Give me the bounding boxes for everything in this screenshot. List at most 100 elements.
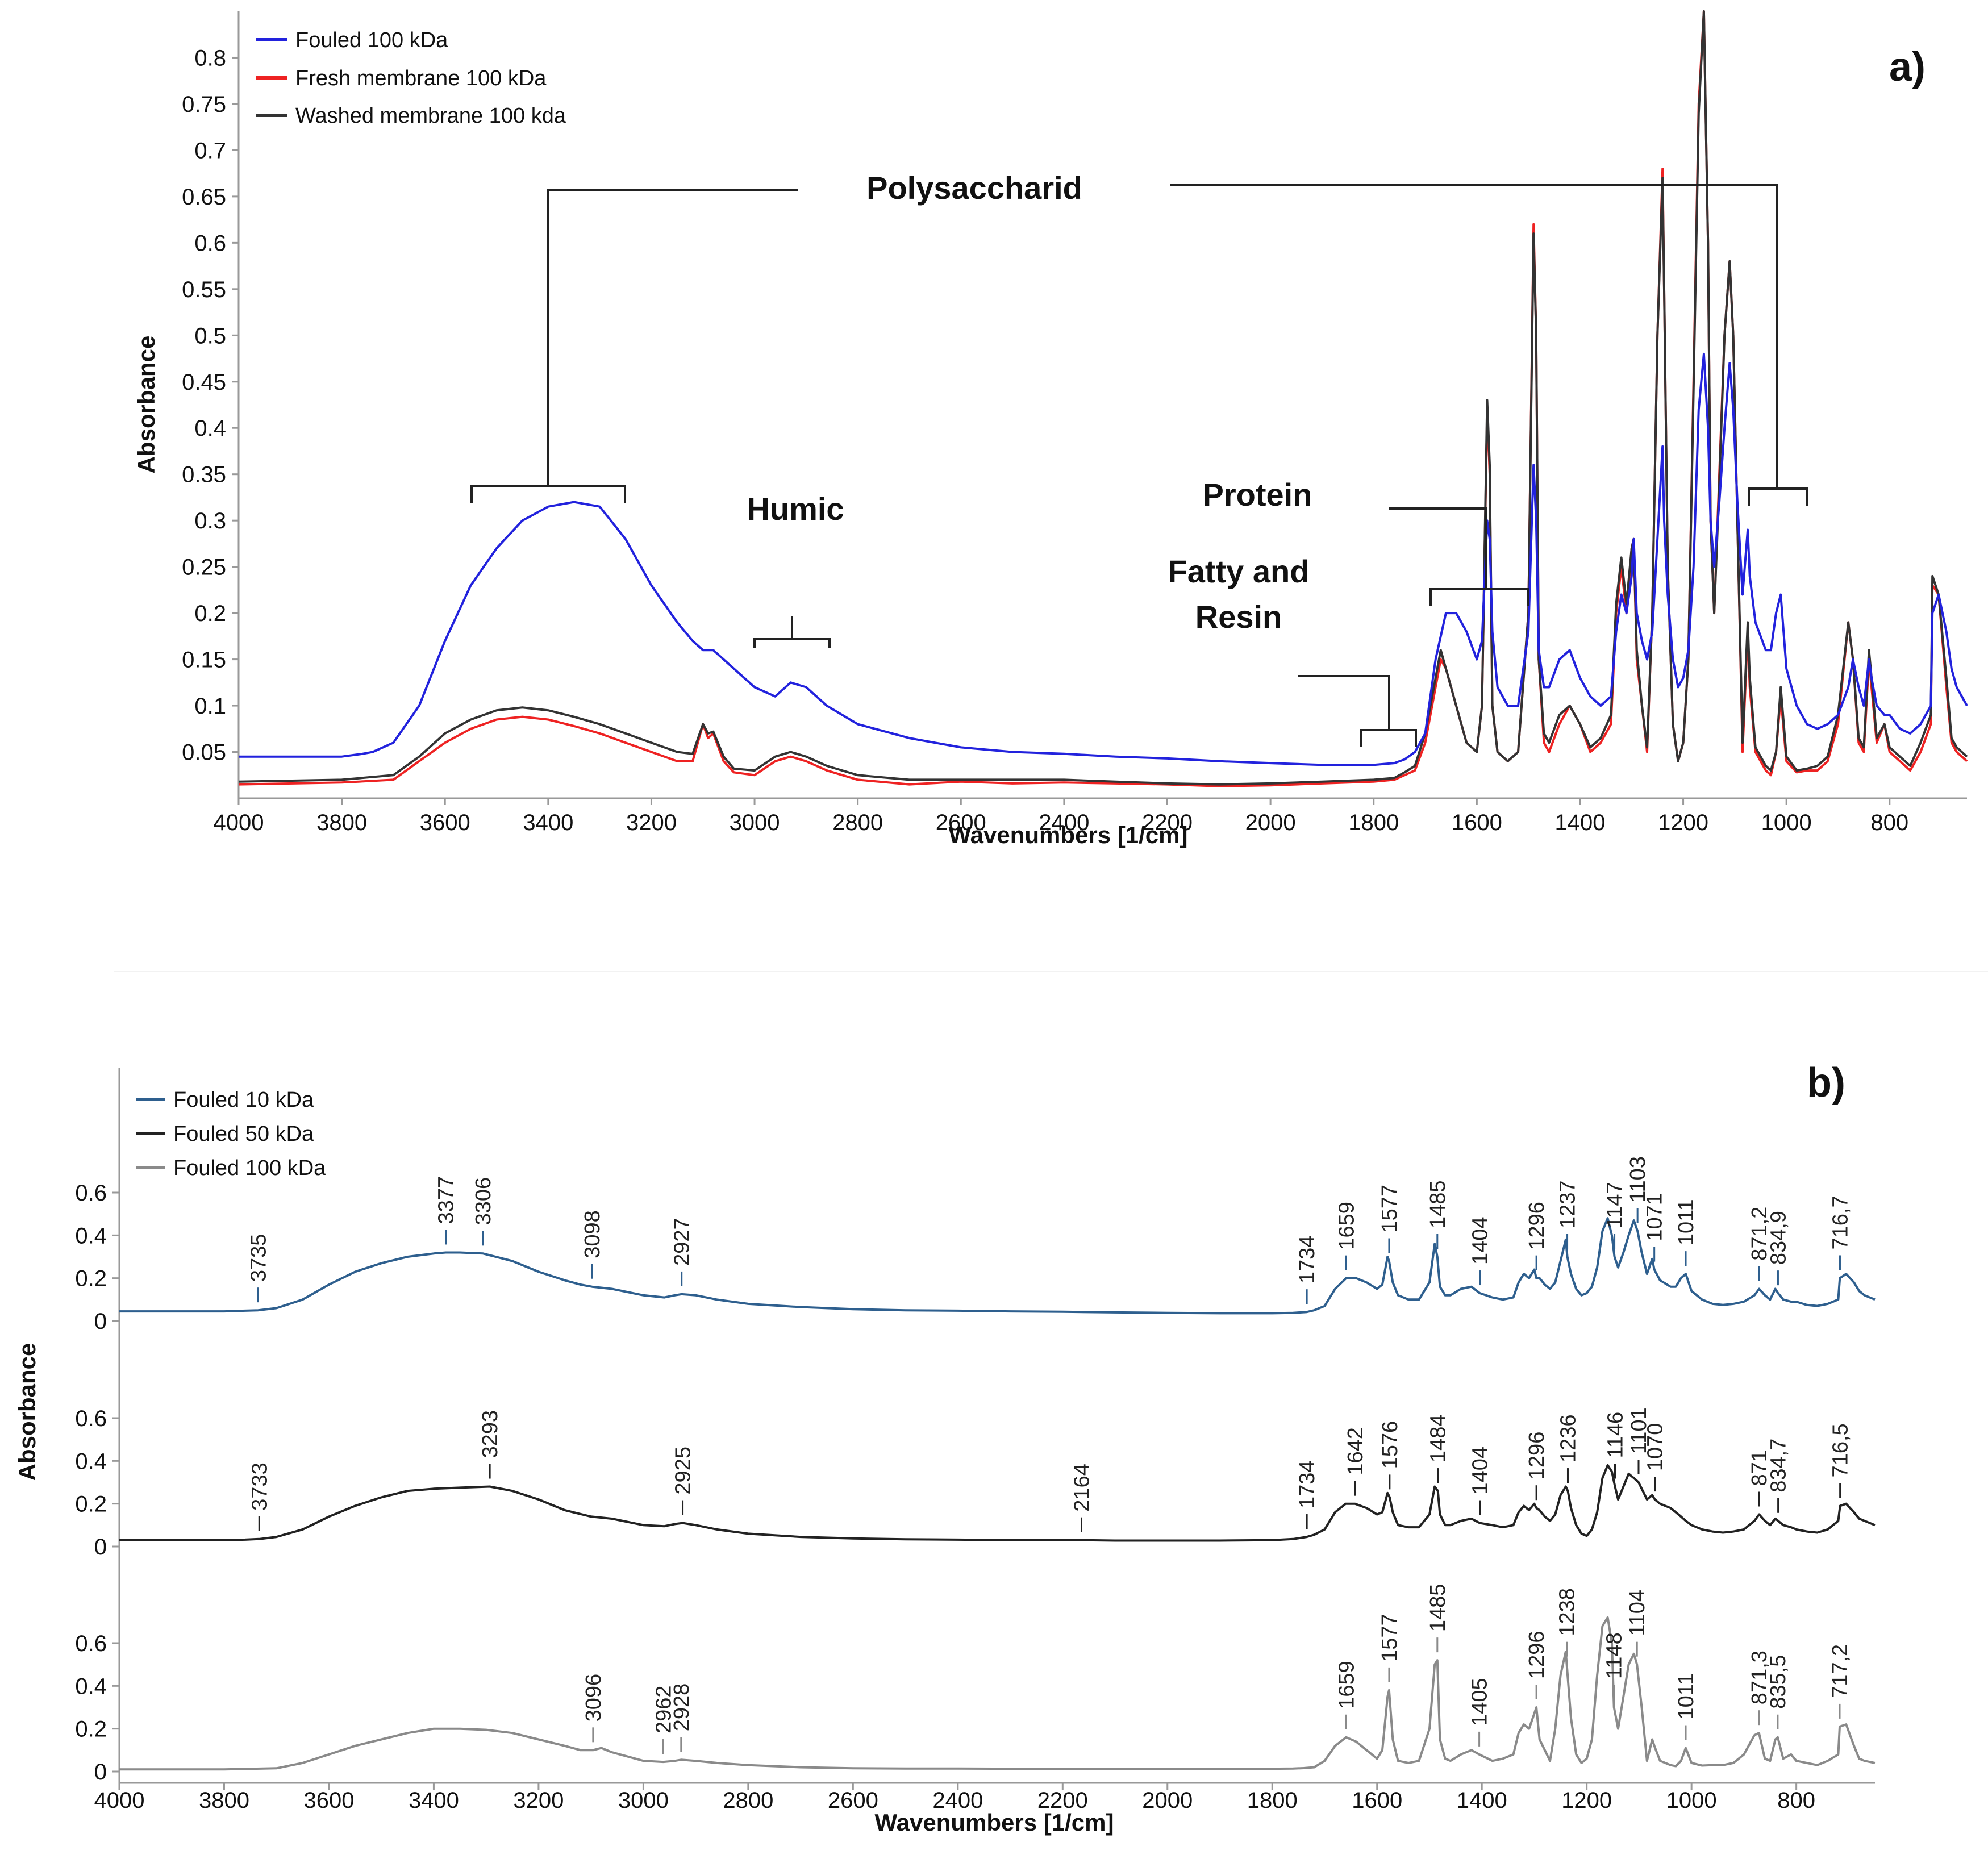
panel-a-x-tick-label: 1400 — [1554, 810, 1605, 835]
panel-b-x-tick-label: 1200 — [1561, 1788, 1612, 1813]
panel-a-x-tick-label: 3800 — [316, 810, 367, 835]
panel-b-x-tick-label: 2000 — [1142, 1788, 1193, 1813]
peak-label: 1734 — [1295, 1236, 1319, 1284]
panel-a-y-tick-label: 0.8 — [194, 45, 226, 70]
peak-label: 1485 — [1426, 1180, 1450, 1228]
peak-label: 1642 — [1344, 1427, 1368, 1476]
panel-a-y-tick-label: 0.05 — [182, 740, 226, 765]
peak-label: 1484 — [1427, 1415, 1451, 1463]
panel-b-y-tick-label: 0.4 — [75, 1674, 107, 1699]
panel-b-y-tick-label: 0.2 — [75, 1492, 107, 1517]
peak-label: 3306 — [472, 1177, 495, 1226]
panel-b-x-axis-title: Wavenumbers [1/cm] — [875, 1809, 1114, 1836]
peak-label: 1104 — [1626, 1590, 1649, 1636]
peak-label: 2928 — [670, 1683, 694, 1732]
panel-b-x-tick-label: 3200 — [513, 1788, 564, 1813]
panel-b-x-ticks: 4000 3800 3600 3400 3200 3000 2800 2600 2400 2200… — [94, 1783, 1815, 1813]
panel-b-x-tick-label: 3600 — [303, 1788, 354, 1813]
panel-b-series — [119, 1217, 1876, 1771]
peak-label: 3733 — [248, 1462, 272, 1511]
peak-label: 1236 — [1556, 1415, 1580, 1463]
peak-label: 1576 — [1378, 1421, 1402, 1469]
peak-label: 3735 — [247, 1234, 270, 1282]
peak-label: 1011 — [1674, 1673, 1698, 1720]
peak-label: 1238 — [1556, 1588, 1579, 1636]
series-line-fouled-10-kda-b — [119, 1217, 1876, 1315]
panel-a-y-axis-title: Absorbance — [133, 336, 160, 474]
panel-a-y-tick-label: 0.35 — [182, 462, 226, 487]
panel-a-x-tick-label: 800 — [1870, 810, 1908, 835]
panel-a-x-tick-label: 1200 — [1658, 810, 1708, 835]
panel-a-y-tick-label: 0.65 — [182, 185, 226, 210]
panel-b-x-tick-label: 1400 — [1457, 1788, 1507, 1813]
annotation-protein: Protein — [1203, 477, 1312, 512]
panel-b-x-tick-label: 3800 — [199, 1788, 249, 1813]
peak-label: 1070 — [1644, 1423, 1668, 1472]
legend-label-washed-100: Washed membrane 100 kda — [295, 104, 566, 128]
peak-label: 1659 — [1335, 1202, 1358, 1250]
panel-a-y-tick-label: 0.6 — [194, 231, 226, 256]
panel-b-peak-labels: 3735 3377 3306 3098 2927 1734 1659 1577 1485 1404… — [247, 1156, 1853, 1754]
panel-b-x-tick-label: 4000 — [94, 1788, 145, 1813]
panel-a-y-ticks: 0.05 0.1 0.15 0.2 0.25 0.3 0.35 0.4 0.45 0.5 0.55 0… — [182, 45, 239, 765]
peak-label: 716,7 — [1828, 1195, 1852, 1249]
peak-label: 871,2 — [1748, 1207, 1772, 1261]
panel-a-x-tick-label: 2400 — [1039, 810, 1089, 835]
fatty-resin-bracket — [1360, 729, 1417, 747]
panel-a-y-tick-label: 0.3 — [194, 509, 226, 534]
panel-a-x-tick-label: 2800 — [832, 810, 883, 835]
peak-label: 1577 — [1378, 1614, 1402, 1662]
panel-b-y-axis-title: Absorbance — [14, 1343, 40, 1481]
panel-b-legend: Fouled 10 kDa Fouled 50 kDa Fouled 100 k… — [136, 1088, 326, 1180]
peak-label: 1296 — [1525, 1631, 1549, 1679]
protein-leader — [1389, 507, 1487, 589]
panel-a-series — [238, 10, 1968, 787]
panel-b-y-tick-label: 0 — [94, 1535, 107, 1560]
panel-b-y-tick-label: 0.4 — [75, 1449, 107, 1474]
peak-label: 1404 — [1469, 1216, 1493, 1265]
panel-a-x-tick-label: 2600 — [936, 810, 986, 835]
panel-b-x-tick-label: 2800 — [723, 1788, 773, 1813]
series-line-washed-membrane-100-kda — [238, 10, 1968, 786]
panel-b-y-tick-label: 0.2 — [75, 1266, 107, 1291]
series-line-fouled-50-kda-b — [119, 1464, 1876, 1542]
panel-b-x-tick-label: 2200 — [1037, 1788, 1088, 1813]
peak-label: 1659 — [1335, 1661, 1358, 1709]
panel-b-y-tick-label: 0 — [94, 1760, 107, 1785]
panel-a-y-tick-label: 0.5 — [194, 323, 226, 348]
peak-label: 2925 — [672, 1447, 695, 1495]
panel-b-y-tick-label: 0.6 — [75, 1181, 107, 1206]
peak-label: 834,9 — [1766, 1211, 1790, 1265]
legend-label-fouled-100-b: Fouled 100 kDa — [173, 1156, 326, 1180]
panel-b-y-tick-label: 0.2 — [75, 1717, 107, 1742]
series-line-fouled-100-kda-b — [119, 1616, 1876, 1771]
panel-a-x-tick-label: 1800 — [1348, 810, 1399, 835]
panel-a-legend: Fouled 100 kDa Fresh membrane 100 kDa Wa… — [256, 28, 566, 128]
panel-a-region-brackets — [470, 184, 1808, 747]
panel-b-label: b) — [1807, 1060, 1845, 1106]
panel-b-x-tick-label: 1800 — [1247, 1788, 1298, 1813]
panel-b-x-tick-label: 2400 — [932, 1788, 983, 1813]
panel-a-x-tick-label: 3400 — [523, 810, 573, 835]
peak-label: 1296 — [1525, 1202, 1549, 1250]
panel-b-spectrum: 0 0.2 0.4 0.6 0 0.2 0.4 0.6 0 0.2 0.4 0.6 4000 3800 3… — [14, 1060, 1876, 1836]
annotation-fatty-and: Fatty and — [1168, 553, 1310, 589]
annotation-polysaccharid: Polysaccharid — [866, 170, 1082, 206]
panel-a-y-tick-label: 0.25 — [182, 555, 226, 580]
legend-label-fresh-100: Fresh membrane 100 kDa — [295, 66, 547, 90]
polysaccharide-bracket-right-leader — [1170, 184, 1778, 489]
peak-label: 1101 — [1627, 1407, 1651, 1454]
peak-label: 1148 — [1603, 1632, 1627, 1679]
fatty-resin-leader — [1298, 675, 1390, 730]
peak-label: 871,3 — [1748, 1651, 1772, 1704]
peak-label: 2962 — [652, 1686, 676, 1734]
peak-label: 834,7 — [1767, 1439, 1791, 1493]
peak-label: 3377 — [435, 1176, 459, 1224]
panel-a-y-tick-label: 0.7 — [194, 138, 226, 163]
peak-label: 716,5 — [1829, 1423, 1853, 1477]
peak-label: 3293 — [478, 1410, 502, 1458]
peak-label: 2927 — [670, 1218, 694, 1266]
panel-b-x-tick-label: 1000 — [1666, 1788, 1717, 1813]
